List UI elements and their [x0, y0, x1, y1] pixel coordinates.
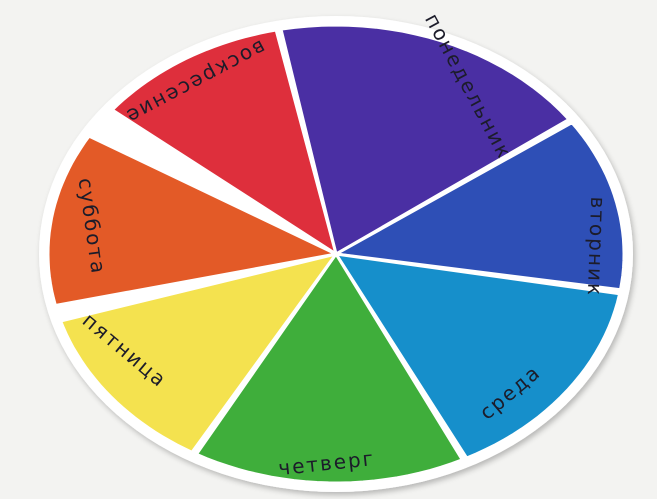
label-tuesday: вторник [583, 196, 610, 297]
sector-friday [58, 251, 340, 455]
sector-saturday [46, 134, 341, 308]
sector-monday [279, 23, 572, 257]
sector-wednesday [332, 252, 622, 460]
sector-thursday [194, 251, 465, 485]
sectors-group [46, 23, 626, 485]
sector-tuesday [331, 120, 626, 292]
sector-sunday [109, 28, 339, 258]
